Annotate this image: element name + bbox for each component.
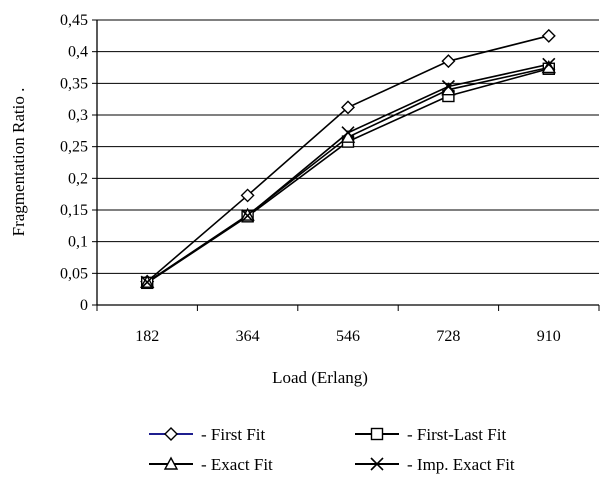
series-line-first-fit <box>146 35 549 283</box>
y-tick-label: 0,3 <box>68 107 88 124</box>
x-tick-label: 546 <box>336 328 360 345</box>
data-point-imp-exact-fit <box>542 57 556 71</box>
x-tick-label: 182 <box>135 328 159 345</box>
legend-item-first-fit: - First Fit <box>149 425 266 444</box>
x-axis-label: Load (Erlang) <box>272 368 368 387</box>
marker-stroke <box>441 79 455 94</box>
legend-label: - First Fit <box>201 425 266 444</box>
legend-marker <box>163 456 179 470</box>
legend-marker <box>370 427 384 441</box>
data-point-first-fit <box>541 28 556 43</box>
series-line-exact-fit <box>146 66 549 283</box>
data-point-first-fit <box>441 54 456 69</box>
y-tick-label: 0,35 <box>60 75 88 92</box>
data-point-exact-fit <box>240 207 255 221</box>
axes <box>92 19 600 311</box>
y-tick-label: 0,4 <box>68 44 88 61</box>
y-tick-label: 0,25 <box>60 139 88 156</box>
legend-label: - Exact Fit <box>201 455 273 474</box>
series-lines <box>140 28 556 290</box>
y-axis-label: Fragmentation Ratio . <box>9 88 28 237</box>
marker-stroke <box>140 275 154 289</box>
legend: - First Fit - First-Last Fit - Exact Fit - … <box>149 425 515 474</box>
legend-item-exact-fit: - Exact Fit <box>149 455 273 474</box>
y-tick-label: 0,05 <box>60 265 88 282</box>
marker-stroke <box>542 57 556 71</box>
data-point-first-fit <box>240 188 255 203</box>
y-tick-label: 0 <box>80 297 88 314</box>
x-tick-label: 728 <box>436 328 460 345</box>
x-tick-label: 364 <box>236 328 260 345</box>
marker-stroke <box>241 209 255 223</box>
y-tick-labels: 0 0,05 0,1 0,15 0,2 0,25 0,3 0,35 0,4 0,45 <box>60 12 88 314</box>
data-point-imp-exact-fit <box>241 209 255 223</box>
legend-marker <box>164 427 178 441</box>
y-tick-label: 0,15 <box>60 202 88 219</box>
data-point-imp-exact-fit <box>341 126 355 140</box>
legend-item-first-last-fit: - First-Last Fit <box>355 425 506 444</box>
marker-stroke <box>370 457 384 471</box>
y-tick-label: 0,2 <box>68 170 88 187</box>
series-line-imp-exact-fit <box>146 63 549 283</box>
data-point-first-fit <box>341 100 355 115</box>
data-point-imp-exact-fit <box>441 79 455 94</box>
legend-label: - First-Last Fit <box>407 425 506 444</box>
legend-label: - Imp. Exact Fit <box>407 455 515 474</box>
legend-marker <box>370 457 384 471</box>
y-tick-label: 0,1 <box>68 234 88 251</box>
data-point-imp-exact-fit <box>140 275 154 289</box>
y-tick-label: 0,45 <box>60 12 88 29</box>
marker-stroke <box>341 126 355 140</box>
legend-item-imp-exact-fit: - Imp. Exact Fit <box>355 455 515 474</box>
x-tick-labels: 182 364 546 728 910 <box>135 328 561 345</box>
x-tick-label: 910 <box>537 328 561 345</box>
